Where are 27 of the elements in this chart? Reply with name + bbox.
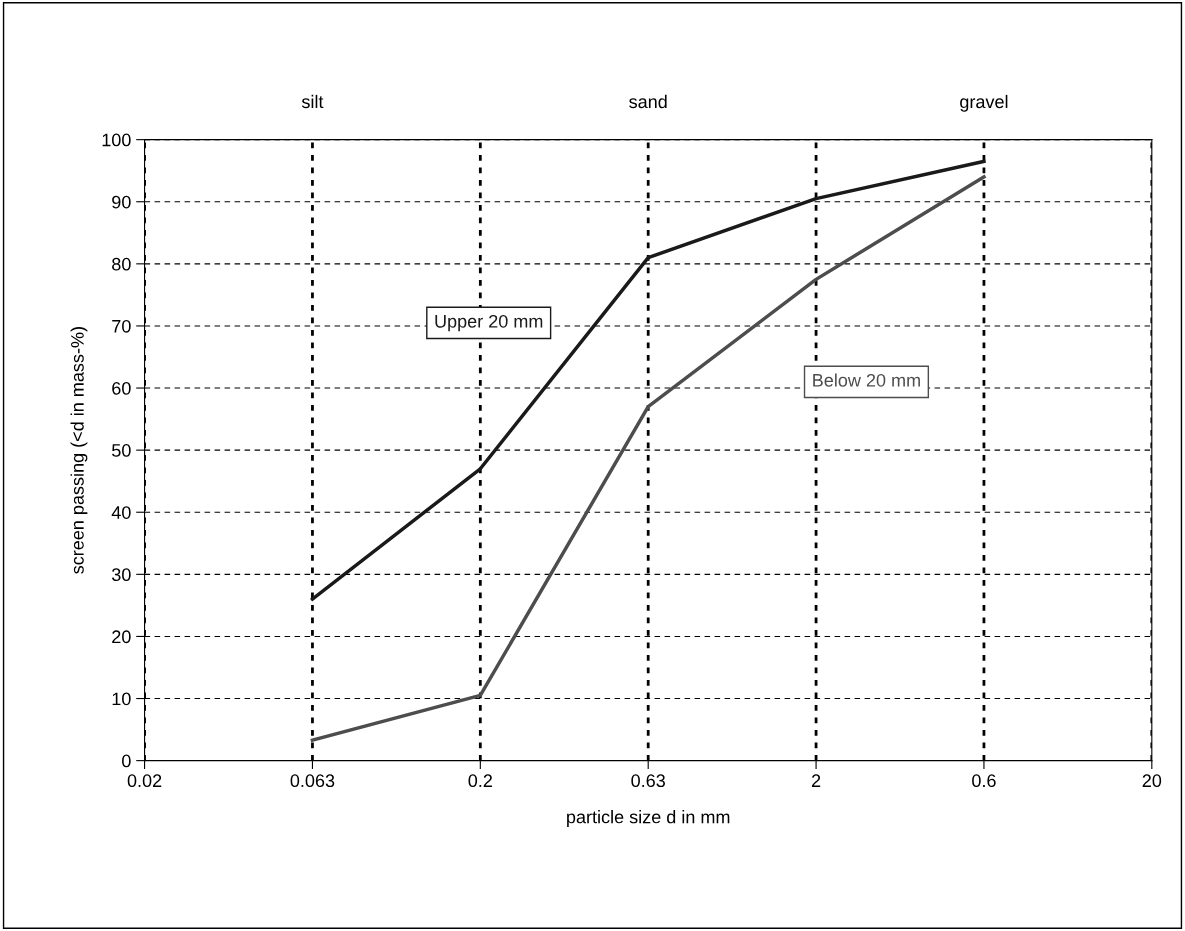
x-axis-title: particle size d in mm — [567, 810, 730, 827]
y-tick-label: 80 — [112, 257, 131, 271]
y-tick-label: 50 — [112, 444, 131, 457]
x-tick-label: 0.63 — [631, 774, 665, 788]
x-tick-label: 0.6 — [972, 774, 996, 788]
x-tick-label: 0.02 — [127, 774, 162, 788]
line-series — [310, 159, 986, 601]
text: gravel — [960, 94, 1008, 112]
y-tick-label: 70 — [112, 319, 131, 333]
y-tick-label: 90 — [112, 195, 131, 209]
text: sand — [629, 94, 667, 109]
y-axis-title: screen passing (<d in mass-%) — [70, 327, 88, 574]
x-tick-label: 2 — [811, 774, 821, 787]
y-tick-label: 0 — [122, 754, 131, 768]
text: silt — [301, 94, 324, 109]
text: Below 20 mm — [813, 373, 920, 387]
x-tick-label: 0.063 — [290, 774, 335, 788]
y-tick-label: 30 — [111, 568, 131, 582]
x-tick-label: 0.2 — [468, 774, 492, 788]
y-tick-label: 40 — [111, 506, 131, 519]
y-tick-label: 20 — [112, 630, 131, 644]
y-tick-label: 60 — [112, 381, 131, 395]
y-tick-label: 100 — [102, 133, 131, 147]
text: Upper 20 mm — [435, 314, 543, 332]
x-tick-label: 20 — [1142, 774, 1162, 788]
line-series — [310, 175, 986, 742]
y-tick-label: 10 — [112, 692, 131, 706]
